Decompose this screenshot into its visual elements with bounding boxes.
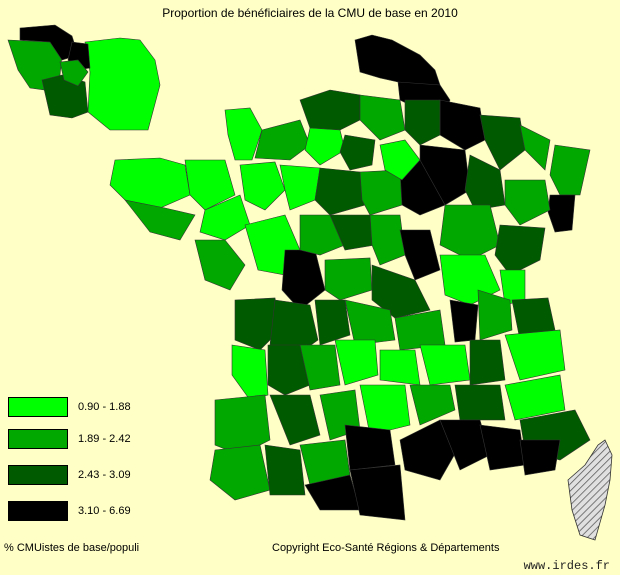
legend-label: 3.10 - 6.69	[78, 505, 131, 517]
dept[interactable]	[239, 161, 286, 211]
dept[interactable]	[279, 164, 321, 211]
legend-label: 0.90 - 1.88	[78, 401, 131, 413]
copyright-label: Copyright Eco-Santé Régions & Départemen…	[272, 542, 500, 554]
dept[interactable]	[547, 194, 576, 233]
corsica	[567, 439, 613, 541]
legend-label: 1.89 - 2.42	[78, 433, 131, 445]
dept[interactable]	[344, 424, 396, 471]
dept[interactable]	[354, 34, 441, 89]
dept[interactable]	[439, 204, 501, 261]
map-title: Proportion de bénéficiaires de la CMU de…	[162, 6, 458, 20]
dept[interactable]	[254, 119, 311, 161]
dept[interactable]	[339, 134, 376, 171]
dept[interactable]	[479, 114, 526, 171]
dept[interactable]	[184, 159, 236, 211]
dept[interactable]	[224, 107, 263, 161]
dept[interactable]	[304, 127, 346, 166]
dept[interactable]	[349, 464, 406, 521]
dept[interactable]	[371, 264, 431, 319]
dept[interactable]	[409, 384, 456, 426]
dept[interactable]	[269, 394, 321, 446]
dept[interactable]	[299, 89, 361, 131]
legend-swatch	[8, 501, 68, 521]
dept[interactable]	[369, 214, 406, 266]
dept[interactable]	[231, 344, 269, 401]
dept[interactable]	[214, 394, 271, 456]
dept[interactable]	[194, 239, 246, 291]
dept[interactable]	[494, 224, 546, 276]
dept[interactable]	[359, 169, 403, 216]
inset-region[interactable]	[59, 59, 89, 87]
dept[interactable]	[519, 124, 551, 171]
dept[interactable]	[469, 339, 506, 386]
dept[interactable]	[109, 157, 191, 209]
dept[interactable]	[379, 349, 421, 386]
mainland	[109, 34, 591, 521]
dept[interactable]	[479, 424, 526, 471]
dept[interactable]	[549, 144, 591, 196]
dept[interactable]	[299, 344, 341, 391]
inset-region[interactable]	[84, 37, 161, 131]
legend-swatch	[8, 465, 68, 485]
dept[interactable]	[314, 167, 366, 216]
dept[interactable]	[359, 94, 406, 141]
dept[interactable]	[449, 299, 479, 343]
dept[interactable]	[399, 229, 441, 281]
legend-swatch	[8, 429, 68, 449]
dept[interactable]	[511, 297, 556, 341]
dept[interactable]	[419, 344, 471, 386]
legend-swatch	[8, 397, 68, 417]
dept[interactable]	[399, 419, 461, 481]
dept[interactable]	[454, 384, 506, 421]
dept[interactable]	[379, 139, 421, 181]
dept[interactable]	[504, 329, 566, 381]
website-credit[interactable]: www.irdes.fr	[523, 559, 610, 573]
indicator-label: % CMUistes de base/populi	[4, 542, 140, 554]
dept[interactable]	[209, 444, 271, 501]
dept[interactable]	[477, 289, 513, 341]
dept[interactable]	[299, 214, 346, 256]
dept[interactable]	[504, 179, 551, 226]
dept[interactable]	[124, 199, 196, 241]
idf-inset	[7, 24, 161, 131]
dept[interactable]	[344, 299, 396, 346]
dept[interactable]	[439, 99, 486, 151]
dept[interactable]	[504, 374, 566, 421]
dept[interactable]	[314, 299, 351, 346]
dept[interactable]	[199, 194, 251, 241]
inset-region[interactable]	[41, 74, 89, 119]
dept[interactable]	[324, 257, 373, 301]
dept[interactable]	[264, 444, 306, 496]
dept[interactable]	[519, 439, 561, 476]
dept[interactable]	[234, 297, 281, 351]
legend-label: 2.43 - 3.09	[78, 469, 131, 481]
dept[interactable]	[267, 344, 311, 396]
dept[interactable]	[359, 384, 411, 436]
dept[interactable]	[334, 339, 379, 386]
dept[interactable]	[404, 99, 441, 146]
